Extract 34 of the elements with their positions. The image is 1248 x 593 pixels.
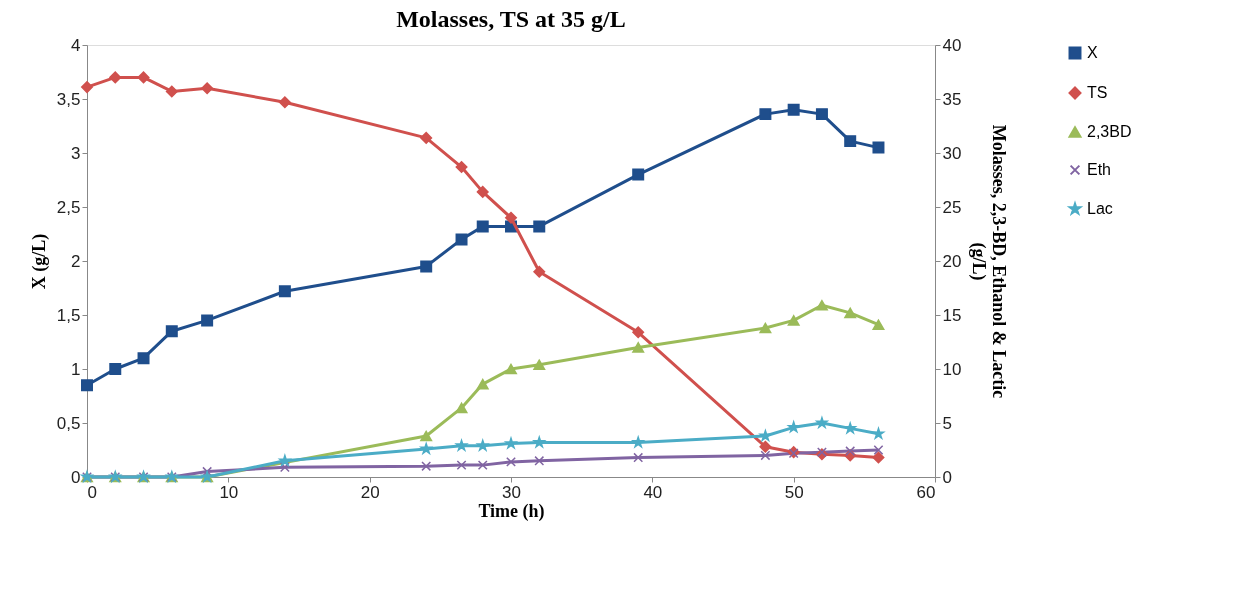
x-tick-label: 20 (360, 482, 380, 502)
x-tick-label: 30 (502, 482, 521, 502)
y2-tick-label: 30 (942, 143, 962, 163)
y-tick-label: 1 (71, 359, 81, 379)
y-tick-label: 2,5 (56, 197, 81, 217)
y2-tick-label: 20 (942, 251, 962, 271)
y2-axis-title: Molasses, 2,3-BD, Ethanol & Lactic (g/L) (968, 124, 1010, 399)
y-tick-label: 1,5 (56, 305, 81, 325)
y2-tick-label: 25 (942, 197, 962, 217)
y2-tick-label: 40 (942, 35, 962, 55)
y-tick-label: 0,5 (56, 413, 81, 433)
y-tick-label: 4 (71, 35, 81, 55)
x-tick-label: 10 (219, 482, 239, 502)
y2-tick-label: 35 (942, 89, 962, 109)
legend-label: Lac (1087, 200, 1113, 217)
x-axis-title: Time (h) (478, 500, 545, 522)
y-tick-label: 2 (71, 251, 81, 271)
y-tick-label: 3,5 (56, 89, 81, 109)
legend-label: Eth (1087, 161, 1112, 178)
y-axis-title: X (g/L) (28, 233, 50, 290)
y2-tick-label: 15 (942, 305, 962, 325)
x-tick-label: 50 (784, 482, 804, 502)
y-tick-label: 0 (71, 467, 81, 487)
y2-tick-label: 0 (942, 467, 952, 487)
legend-label: 2,3BD (1087, 123, 1132, 140)
x-tick-label: 60 (916, 482, 936, 502)
y-tick-label: 3 (71, 143, 81, 163)
x-tick-label: 0 (87, 482, 97, 502)
chart-title: Molasses, TS at 35 g/L (396, 6, 626, 32)
y2-tick-label: 10 (942, 359, 962, 379)
y2-tick-label: 5 (942, 413, 952, 433)
legend-label: TS (1087, 84, 1108, 101)
legend-label: X (1087, 44, 1098, 61)
x-tick-label: 40 (643, 482, 663, 502)
